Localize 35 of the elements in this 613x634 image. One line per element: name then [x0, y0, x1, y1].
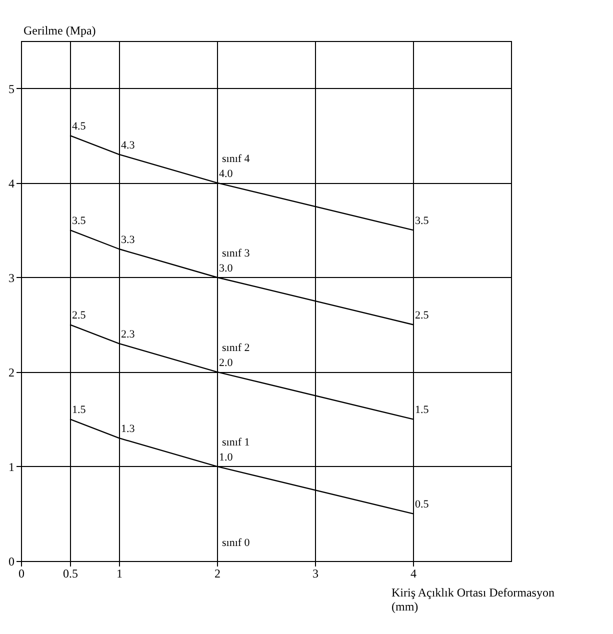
data-label: 1.0	[219, 451, 234, 464]
data-label: 1.3	[121, 423, 136, 436]
x-tick-label: 2	[214, 566, 220, 580]
annotation: sınıf 1	[222, 436, 250, 448]
data-label: 4.0	[219, 168, 234, 180]
x-tick-label: 0.5	[63, 566, 78, 580]
y-tick-label: 0	[8, 554, 14, 568]
y-tick-label: 1	[8, 460, 14, 474]
y-axis-title: Gerilme (Mpa)	[24, 24, 96, 38]
y-tick-label: 3	[8, 270, 14, 285]
data-label: 0.5	[415, 498, 430, 511]
data-label: 2.0	[219, 356, 234, 369]
annotation: sınıf 4	[222, 152, 250, 165]
annotation: sınıf 3	[222, 247, 250, 260]
data-label: 1.5	[415, 404, 430, 416]
x-axis-title: Kiriş Açıklık Ortası Deformasyon (mm)	[392, 586, 554, 614]
x-tick-label: 0	[18, 566, 24, 580]
y-tick-label: 2	[8, 365, 14, 380]
data-label: 3.3	[121, 234, 136, 246]
annotation: sınıf 0	[222, 537, 250, 549]
data-label: 4.5	[72, 120, 86, 133]
y-tick-label: 4	[8, 176, 14, 190]
y-tick-label: 5	[8, 82, 14, 96]
data-label: 3.5	[415, 215, 430, 228]
x-tick-label: 3	[312, 566, 318, 580]
data-label: 2.5	[415, 310, 430, 322]
data-label: 2.5	[72, 310, 86, 322]
data-label: 3.0	[219, 262, 234, 274]
x-tick-label: 4	[410, 566, 416, 580]
data-label: 2.3	[121, 328, 136, 341]
annotation: sınıf 2	[222, 342, 250, 354]
data-label: 3.5	[72, 215, 86, 228]
x-tick-label: 1	[116, 566, 122, 580]
data-label: 1.5	[72, 404, 86, 416]
data-label: 4.3	[121, 139, 136, 152]
